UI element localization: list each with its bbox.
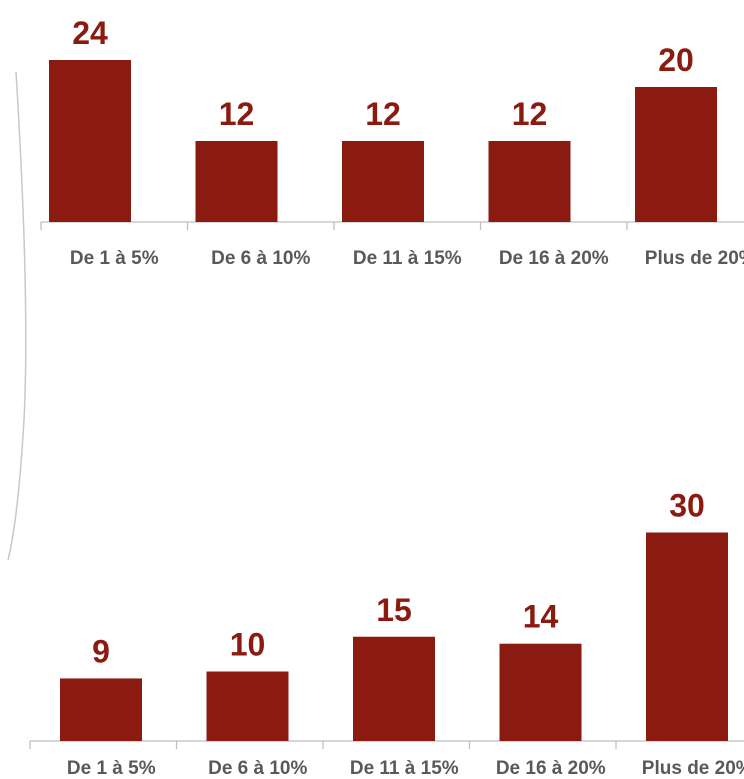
category-label: De 1 à 5% <box>70 248 159 269</box>
bar <box>488 141 571 222</box>
bar <box>635 87 717 222</box>
left-frame-curve <box>7 71 27 561</box>
data-label: 12 <box>512 96 548 132</box>
data-label: 10 <box>230 627 266 663</box>
bar <box>646 532 728 741</box>
chart-top: 24 De 1 à 5% 12 De 6 à 10% 12 De 11 à 15% 12 De… <box>40 15 744 269</box>
category-label: De 1 à 5% <box>67 758 156 779</box>
category-label: De 6 à 10% <box>208 758 307 779</box>
data-label: 12 <box>365 96 401 132</box>
chart-bottom: 9 De 1 à 5% 10 De 6 à 10% 15 De 11 à 15% 14 De … <box>29 488 744 779</box>
bar <box>195 141 278 222</box>
category-label: Plus de 20% <box>645 248 744 269</box>
data-label: 20 <box>658 42 694 78</box>
data-label: 9 <box>92 633 110 669</box>
data-label: 12 <box>219 96 255 132</box>
bar <box>353 636 435 741</box>
data-label: 14 <box>523 599 559 635</box>
data-label: 15 <box>376 592 412 628</box>
data-label: 24 <box>72 15 108 51</box>
bar <box>49 60 131 222</box>
data-label: 30 <box>669 488 705 524</box>
category-label: De 16 à 20% <box>499 248 609 269</box>
category-label: De 6 à 10% <box>211 248 310 269</box>
bar <box>499 643 582 741</box>
category-label: De 16 à 20% <box>496 758 606 779</box>
category-label: De 11 à 15% <box>350 758 459 779</box>
category-label: Plus de 20% <box>642 758 744 779</box>
bar <box>342 141 424 222</box>
bar <box>60 678 142 741</box>
category-label: De 11 à 15% <box>353 248 462 269</box>
bar <box>206 671 289 741</box>
